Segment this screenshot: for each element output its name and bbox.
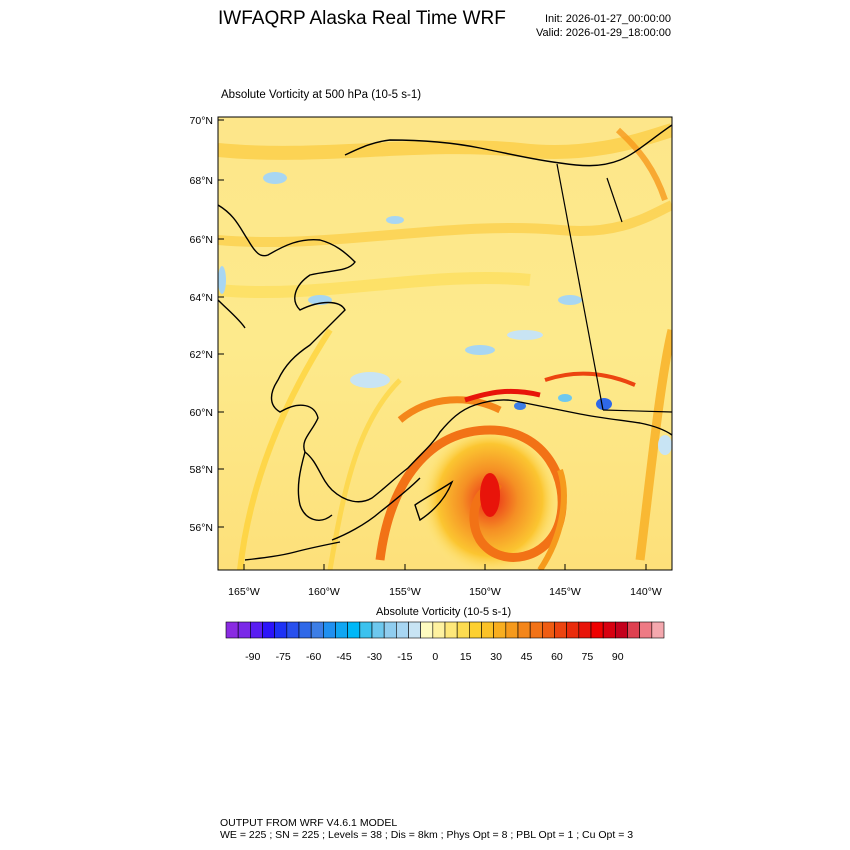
lon-label: 145°W xyxy=(549,586,581,598)
colorbar-swatch xyxy=(481,621,494,639)
border-lines xyxy=(556,163,673,413)
colorbar-swatch xyxy=(432,621,446,639)
lon-label: 140°W xyxy=(630,586,662,598)
lat-label: 56°N xyxy=(190,522,213,534)
colorbar-swatch xyxy=(396,621,409,639)
colorbar-tick-label: 0 xyxy=(432,651,438,663)
colorbar-swatch xyxy=(310,621,324,639)
colorbar-swatch xyxy=(298,621,312,639)
colorbar-tick-label: 60 xyxy=(551,651,563,663)
lon-label: 155°W xyxy=(389,586,421,598)
lat-label: 64°N xyxy=(190,292,213,304)
colorbar-tick-label: -30 xyxy=(367,651,382,663)
colorbar-swatch xyxy=(566,621,580,639)
colorbar-tick-label: 45 xyxy=(521,651,533,663)
colorbar-swatch xyxy=(359,621,373,639)
colorbar-swatch xyxy=(602,621,616,639)
colorbar-swatch xyxy=(456,621,470,639)
valid-time: Valid: 2026-01-29_18:00:00 xyxy=(536,27,671,39)
colorbar-swatch xyxy=(517,621,531,639)
colorbar xyxy=(225,621,665,639)
field-title: Absolute Vorticity at 500 hPa (10-5 s-1) xyxy=(221,89,422,101)
colorbar-tick-label: -15 xyxy=(397,651,412,663)
colorbar-tick-label: 75 xyxy=(582,651,594,663)
longitude-axis: 165°W 160°W 155°W 150°W 145°W 140°W xyxy=(228,564,662,598)
colorbar-swatch xyxy=(529,621,543,639)
colorbar-tick-label: -45 xyxy=(336,651,351,663)
colorbar-swatch xyxy=(639,621,653,639)
colorbar-swatch xyxy=(371,621,385,639)
colorbar-swatch xyxy=(590,621,604,639)
colorbar-swatch xyxy=(578,621,592,639)
lat-label: 58°N xyxy=(190,464,213,476)
colorbar-swatch xyxy=(420,621,434,639)
colorbar-swatch xyxy=(335,621,348,639)
colorbar-swatch xyxy=(651,621,665,639)
colorbar-swatch xyxy=(262,621,275,639)
lat-label: 60°N xyxy=(190,407,213,419)
model-settings: WE = 225 ; SN = 225 ; Levels = 38 ; Dis … xyxy=(220,829,634,841)
colorbar-swatch xyxy=(225,621,239,639)
colorbar-tick-label: -90 xyxy=(245,651,260,663)
colorbar-tick-label: 15 xyxy=(460,651,472,663)
latitude-axis: 70°N 68°N 66°N 64°N 62°N 60°N 58°N 56°N xyxy=(190,115,224,534)
map-frame xyxy=(217,116,673,571)
colorbar-swatch xyxy=(542,621,555,639)
colorbar-swatch xyxy=(323,621,336,639)
colorbar-swatch xyxy=(493,621,507,639)
colorbar-swatch xyxy=(505,621,519,639)
colorbar-swatch xyxy=(444,621,458,639)
model-info: OUTPUT FROM WRF V4.6.1 MODEL xyxy=(220,817,398,829)
colorbar-tick-label: 30 xyxy=(490,651,502,663)
colorbar-swatch xyxy=(469,621,482,639)
lat-label: 62°N xyxy=(190,349,213,361)
lon-label: 160°W xyxy=(308,586,340,598)
colorbar-swatch xyxy=(615,621,628,639)
lon-label: 150°W xyxy=(469,586,501,598)
lat-label: 66°N xyxy=(190,234,213,246)
colorbar-swatch xyxy=(237,621,251,639)
colorbar-tick-label: -60 xyxy=(306,651,321,663)
colorbar-swatch xyxy=(347,621,361,639)
vorticity-field xyxy=(218,117,672,570)
colorbar-swatch xyxy=(408,621,421,639)
coastline xyxy=(218,124,672,561)
page-title: IWFAQRP Alaska Real Time WRF xyxy=(218,8,506,29)
colorbar-swatch xyxy=(627,621,640,639)
colorbar-tick-label: 90 xyxy=(612,651,624,663)
colorbar-labels: -90 -75 -60 -45 -30 -15 0 15 30 45 60 75 90 xyxy=(245,651,624,663)
init-time: Init: 2026-01-27_00:00:00 xyxy=(545,13,671,25)
colorbar-swatch xyxy=(383,621,397,639)
colorbar-swatch xyxy=(250,621,263,639)
lon-label: 165°W xyxy=(228,586,260,598)
lat-label: 70°N xyxy=(190,115,213,127)
lat-label: 68°N xyxy=(190,175,213,187)
colorbar-swatch xyxy=(274,621,288,639)
colorbar-swatch xyxy=(554,621,567,639)
colorbar-tick-label: -75 xyxy=(276,651,291,663)
colorbar-swatch xyxy=(286,621,300,639)
colorbar-title: Absolute Vorticity (10-5 s-1) xyxy=(376,606,512,618)
